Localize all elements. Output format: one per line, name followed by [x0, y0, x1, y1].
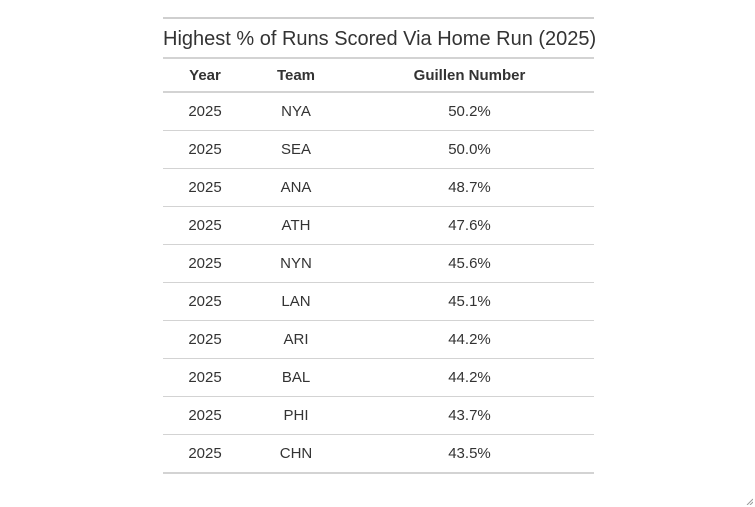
- cell-team: SEA: [247, 130, 345, 169]
- resize-grip-icon[interactable]: [746, 498, 753, 505]
- cell-guillen-number: 43.7%: [345, 396, 594, 435]
- cell-guillen-number: 44.2%: [345, 358, 594, 397]
- cell-year: 2025: [163, 434, 247, 474]
- cell-team: ARI: [247, 320, 345, 359]
- cell-year: 2025: [163, 320, 247, 359]
- table-row: 2025 NYN 45.6%: [163, 244, 594, 283]
- table-title: Highest % of Runs Scored Via Home Run (2…: [163, 19, 596, 59]
- cell-year: 2025: [163, 168, 247, 207]
- cell-team: LAN: [247, 282, 345, 321]
- table-row: 2025 ATH 47.6%: [163, 206, 594, 245]
- table-row: 2025 BAL 44.2%: [163, 358, 594, 397]
- cell-team: ATH: [247, 206, 345, 245]
- table-row: 2025 ANA 48.7%: [163, 168, 594, 207]
- cell-year: 2025: [163, 206, 247, 245]
- table-row: 2025 ARI 44.2%: [163, 320, 594, 359]
- table-row: 2025 LAN 45.1%: [163, 282, 594, 321]
- cell-year: 2025: [163, 396, 247, 435]
- data-table: Highest % of Runs Scored Via Home Run (2…: [163, 17, 596, 474]
- cell-year: 2025: [163, 92, 247, 131]
- table-row: 2025 CHN 43.5%: [163, 434, 594, 474]
- cell-guillen-number: 43.5%: [345, 434, 594, 474]
- table-body-grid: Year Team Guillen Number 2025 NYA 50.2% 202…: [163, 59, 594, 474]
- cell-guillen-number: 47.6%: [345, 206, 594, 245]
- cell-team: NYA: [247, 92, 345, 131]
- cell-team: NYN: [247, 244, 345, 283]
- cell-team: PHI: [247, 396, 345, 435]
- cell-year: 2025: [163, 282, 247, 321]
- table-row: 2025 PHI 43.7%: [163, 396, 594, 435]
- cell-year: 2025: [163, 358, 247, 397]
- cell-guillen-number: 44.2%: [345, 320, 594, 359]
- cell-year: 2025: [163, 130, 247, 169]
- cell-team: CHN: [247, 434, 345, 474]
- table-rows: 2025 NYA 50.2% 2025 SEA 50.0% 2025 ANA 48.7% 2025…: [163, 92, 594, 474]
- cell-guillen-number: 50.2%: [345, 92, 594, 131]
- cell-team: ANA: [247, 168, 345, 207]
- table-top-rule: [163, 17, 594, 19]
- table-row: 2025 SEA 50.0%: [163, 130, 594, 169]
- column-header-year: Year: [163, 59, 247, 93]
- cell-guillen-number: 50.0%: [345, 130, 594, 169]
- cell-team: BAL: [247, 358, 345, 397]
- cell-year: 2025: [163, 244, 247, 283]
- column-header-guillen-number: Guillen Number: [345, 59, 594, 93]
- table-row: 2025 NYA 50.2%: [163, 92, 594, 131]
- cell-guillen-number: 48.7%: [345, 168, 594, 207]
- column-header-team: Team: [247, 59, 345, 93]
- cell-guillen-number: 45.1%: [345, 282, 594, 321]
- header-row: Year Team Guillen Number: [163, 59, 594, 93]
- cell-guillen-number: 45.6%: [345, 244, 594, 283]
